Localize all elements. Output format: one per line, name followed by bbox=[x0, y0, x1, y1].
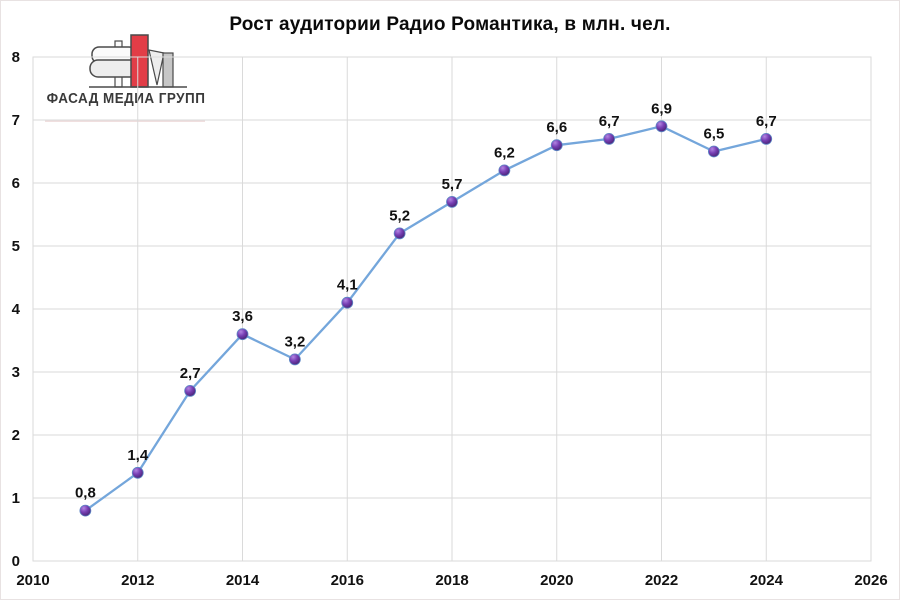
data-point-label: 3,6 bbox=[232, 308, 253, 325]
data-point bbox=[288, 353, 301, 366]
data-point-label: 6,7 bbox=[756, 113, 777, 130]
x-tick-label: 2024 bbox=[750, 572, 784, 589]
data-point bbox=[236, 328, 249, 341]
data-point-label: 1,4 bbox=[127, 447, 149, 464]
x-tick-label: 2026 bbox=[854, 572, 887, 589]
data-point-label: 6,2 bbox=[494, 144, 515, 161]
x-tick-label: 2020 bbox=[540, 572, 573, 589]
x-tick-label: 2016 bbox=[331, 572, 364, 589]
data-point-label: 6,7 bbox=[599, 113, 620, 130]
data-point-label: 2,7 bbox=[180, 365, 201, 382]
data-point bbox=[79, 504, 92, 517]
x-tick-label: 2018 bbox=[435, 572, 468, 589]
data-point bbox=[498, 164, 511, 177]
data-point bbox=[393, 227, 406, 240]
data-point-label: 6,9 bbox=[651, 100, 672, 117]
data-point-label: 4,1 bbox=[337, 277, 358, 294]
y-tick-label: 8 bbox=[12, 49, 20, 66]
y-tick-label: 5 bbox=[12, 238, 20, 255]
logo-mark-icon bbox=[89, 34, 187, 88]
plot-border bbox=[32, 56, 872, 562]
data-point bbox=[446, 195, 458, 208]
data-point bbox=[341, 296, 354, 309]
data-point bbox=[603, 132, 616, 145]
y-tick-label: 1 bbox=[12, 490, 20, 507]
y-tick-label: 2 bbox=[12, 427, 20, 444]
logo-wedge-shape bbox=[148, 49, 165, 86]
y-tick-label: 3 bbox=[12, 364, 20, 381]
data-point-label: 6,5 bbox=[703, 126, 724, 143]
data-point-label: 0,8 bbox=[75, 485, 96, 502]
logo-text: ФАСАД МЕДИА ГРУПП bbox=[46, 91, 206, 107]
data-point-label: 3,2 bbox=[284, 333, 305, 350]
y-tick-label: 4 bbox=[12, 301, 21, 318]
logo-underline bbox=[45, 120, 205, 122]
data-point bbox=[184, 384, 197, 397]
data-point bbox=[655, 120, 668, 133]
data-point bbox=[707, 145, 720, 158]
line-series bbox=[84, 125, 768, 512]
data-point-label: 5,7 bbox=[442, 176, 463, 193]
data-point bbox=[131, 466, 144, 479]
x-tick-label: 2010 bbox=[16, 572, 49, 589]
data-point bbox=[550, 139, 563, 152]
y-tick-label: 7 bbox=[12, 112, 20, 129]
logo: ФАСАД МЕДИА ГРУПП bbox=[1, 1, 251, 131]
x-tick-label: 2022 bbox=[645, 572, 678, 589]
data-point-label: 5,2 bbox=[389, 207, 410, 224]
data-point-label: 6,6 bbox=[546, 119, 567, 136]
x-tick-label: 2014 bbox=[226, 572, 260, 589]
y-tick-label: 6 bbox=[12, 175, 20, 192]
x-tick-label: 2012 bbox=[121, 572, 154, 589]
y-tick-label: 0 bbox=[12, 553, 20, 570]
data-point bbox=[760, 132, 773, 145]
chart-title: Рост аудитории Радио Романтика, в млн. ч… bbox=[229, 14, 671, 35]
